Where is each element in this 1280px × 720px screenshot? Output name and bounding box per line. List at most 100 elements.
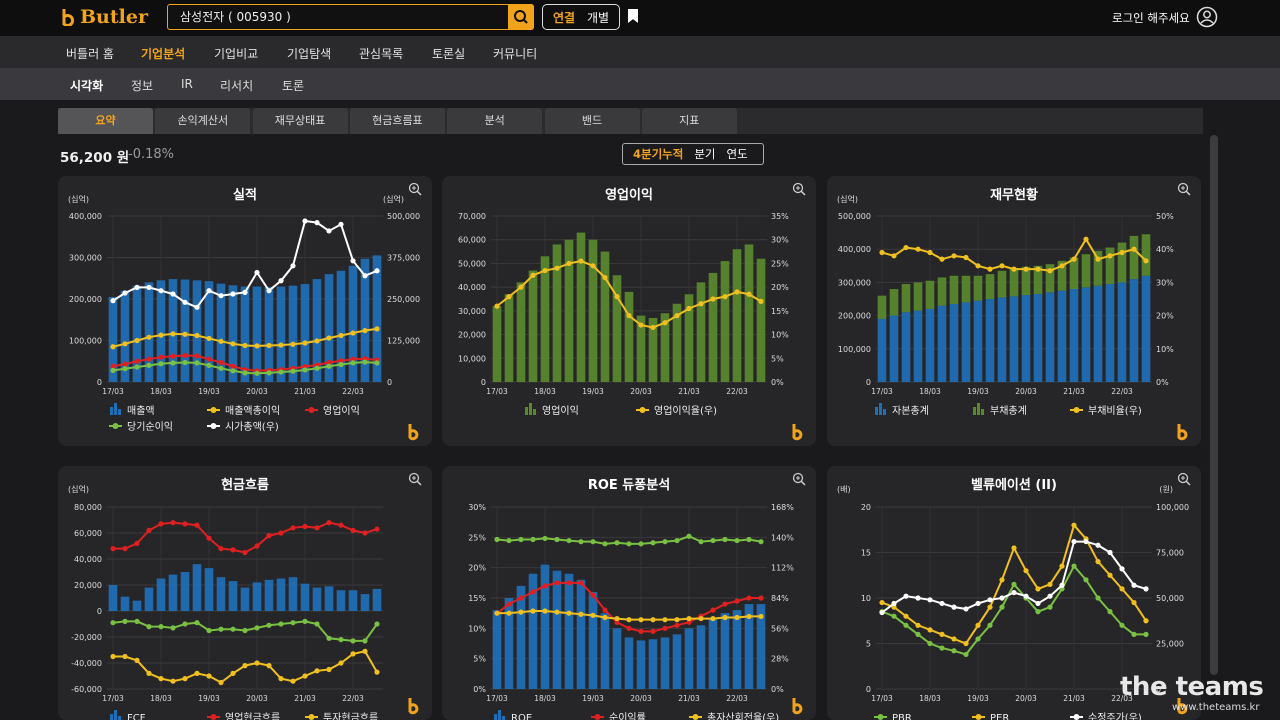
y-unit-left: (십억) — [837, 194, 858, 204]
legend-item[interactable]: 영업이익율(우) — [636, 404, 717, 417]
legend-item[interactable]: 총자산회전율(우) — [689, 712, 779, 720]
legend-item[interactable]: FCF — [110, 710, 146, 720]
user-icon[interactable] — [1196, 6, 1218, 28]
point-총자산회전율(우) — [650, 617, 656, 623]
legend-item[interactable]: 부채비율(우) — [1070, 405, 1142, 417]
main-nav-item[interactable]: 커뮤니티 — [493, 47, 538, 61]
point-PER — [1011, 545, 1017, 551]
legend-item[interactable]: 영업이익 — [305, 404, 360, 417]
point-수정주가(우) — [1047, 593, 1053, 599]
legend-item[interactable]: 매출액 — [110, 403, 155, 417]
sub-nav-item[interactable]: 시각화 — [70, 79, 104, 93]
bar-영업이익 — [672, 303, 682, 382]
login-link[interactable]: 로그인 해주세요 — [1112, 11, 1190, 25]
legend-item[interactable]: 자본총계 — [875, 403, 929, 417]
legend-item[interactable]: ROE — [494, 710, 532, 720]
zoom-icon[interactable] — [792, 182, 806, 196]
point-총자산회전율(우) — [554, 609, 560, 615]
y-tick-label-left: 5 — [866, 640, 871, 649]
sub-nav-item[interactable]: 정보 — [131, 79, 154, 93]
point-수정주가(우) — [1035, 600, 1041, 607]
search-icon — [514, 9, 528, 24]
bar-자본총계 — [1009, 296, 1019, 382]
point-재무현금흐름 — [122, 618, 128, 624]
point-재무현금흐름 — [326, 635, 332, 641]
y-tick-label-left: -40,000 — [71, 659, 102, 668]
main-nav-item[interactable]: 관심목록 — [359, 47, 404, 61]
main-nav-item[interactable]: 기업비교 — [214, 47, 259, 61]
point-순이익률 — [602, 607, 608, 613]
y-tick-label-right: 35% — [771, 212, 789, 221]
zoom-icon[interactable] — [408, 472, 422, 486]
brand-logo[interactable]: Butler — [62, 6, 148, 28]
y-tick-label-left: 400,000 — [69, 212, 102, 221]
main-nav-item[interactable]: 기업탐색 — [287, 47, 332, 61]
point-수정주가(우) — [999, 595, 1005, 601]
tab-item[interactable]: 요약 — [58, 108, 153, 134]
main-nav-item[interactable]: 기업분석 — [141, 47, 186, 61]
legend-item[interactable]: 당기순이익 — [109, 421, 173, 433]
tab-item[interactable]: 손익계산서 — [155, 108, 251, 134]
point-PBR — [975, 636, 981, 642]
consolidation-toggle[interactable]: 연결 개별 — [542, 4, 620, 30]
search-button[interactable] — [508, 3, 534, 30]
bookmark-icon[interactable] — [628, 9, 638, 23]
zoom-icon[interactable] — [408, 182, 422, 196]
main-nav-item[interactable]: 토론실 — [432, 47, 466, 61]
point-매출액총이익 — [314, 338, 320, 344]
legend-swatch — [110, 714, 113, 720]
bar-자본총계 — [985, 299, 995, 382]
zoom-icon[interactable] — [792, 472, 806, 486]
bar-부채총계 — [1081, 254, 1091, 288]
legend-label: FCF — [127, 713, 146, 720]
legend-item[interactable]: 영업현금흐름 — [207, 711, 280, 720]
legend-item[interactable]: 시가총액(우) — [207, 421, 279, 433]
main-nav-item[interactable]: 버틀러 홈 — [66, 47, 114, 61]
sub-nav-item[interactable]: 리서치 — [220, 79, 254, 93]
tab-item[interactable]: 지표 — [641, 108, 737, 134]
bar-ROE — [492, 610, 502, 689]
legend-item[interactable]: 영업이익 — [525, 403, 579, 417]
legend-item[interactable]: 부채총계 — [973, 403, 1027, 417]
legend-label: 순이익률 — [609, 712, 646, 720]
y-tick-label-right: 25% — [771, 259, 789, 268]
legend-item[interactable]: 순이익률 — [591, 712, 646, 720]
point-레버리지(우) — [554, 536, 560, 543]
tab-item[interactable]: 현금흐름표 — [349, 108, 445, 134]
separate-option[interactable]: 개별 — [586, 10, 610, 25]
y-tick-label-left: 20 — [861, 503, 871, 512]
period-option[interactable]: 연도 — [726, 147, 748, 161]
zoom-icon[interactable] — [1177, 472, 1191, 486]
tab-item[interactable]: 재무상태표 — [252, 108, 348, 134]
bar-매출액 — [312, 279, 322, 382]
point-PER — [891, 604, 897, 610]
period-option[interactable]: 분기 — [694, 147, 716, 161]
page-scrollbar[interactable] — [1210, 135, 1218, 675]
y-tick-label-left: 20,000 — [74, 581, 102, 590]
legend-item[interactable]: 매출액총이익 — [207, 405, 280, 417]
zoom-icon[interactable] — [1177, 182, 1191, 196]
y-tick-label-left: 300,000 — [69, 254, 102, 263]
consolidated-option[interactable]: 연결 — [552, 10, 576, 25]
point-레버리지(우) — [602, 541, 608, 547]
point-투자현금흐름 — [302, 673, 308, 679]
period-option[interactable]: 4분기누적 — [633, 147, 684, 161]
bar-자본총계 — [877, 318, 887, 382]
legend-label: 영업이익 — [323, 404, 360, 417]
tab-item[interactable]: 밴드 — [544, 108, 640, 134]
sub-nav-item[interactable]: IR — [181, 77, 193, 91]
legend-item[interactable]: PBR — [874, 713, 912, 720]
legend-item[interactable]: 투자현금흐름 — [305, 712, 378, 720]
legend-item[interactable]: 수정주가(우) — [1070, 712, 1142, 720]
sub-nav-item[interactable]: 토론 — [282, 79, 305, 93]
legend-swatch — [529, 403, 532, 415]
tab-item[interactable]: 분석 — [447, 108, 543, 134]
point-PBR — [963, 651, 969, 658]
point-재무현금흐름 — [290, 620, 296, 626]
bar-부채총계 — [925, 280, 935, 309]
point-부채비율(우) — [975, 263, 981, 269]
point-순이익률 — [674, 622, 680, 628]
search-input[interactable] — [168, 5, 508, 28]
legend-item[interactable]: PER — [972, 713, 1009, 720]
point-레버리지(우) — [698, 539, 704, 545]
